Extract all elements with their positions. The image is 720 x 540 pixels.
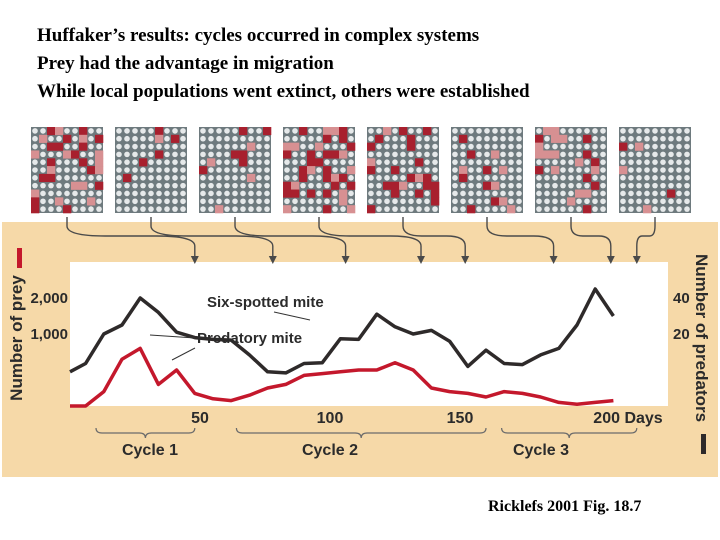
cycle-bracket (235, 427, 487, 439)
headline-line-2: Prey had the advantage in migration (37, 53, 334, 74)
cycle-brackets (95, 427, 638, 439)
snapshot-tile (199, 127, 272, 214)
connector-arrow (150, 217, 277, 264)
label-six-spotted-mite-text: Six-spotted mite (207, 294, 324, 311)
label-predatory-mite: Predatory mite (197, 330, 302, 347)
y-left-tick-labels: 1,000 2,000 (30, 290, 68, 343)
population-snapshots (31, 127, 691, 214)
headline-line-3: While local populations went extinct, ot… (37, 81, 530, 102)
series-line-six-spotted-mite (69, 287, 615, 375)
cycle-bracket (95, 427, 196, 439)
label-predatory-mite-text: Predatory mite (197, 330, 302, 347)
y-right-tick-label: 20 (673, 326, 690, 343)
y-left-tick-label: 2,000 (30, 290, 68, 307)
series-line-predatory-mite (70, 346, 614, 408)
snapshot-connectors (66, 217, 656, 264)
y-left-axis-title: Number of prey (7, 275, 26, 401)
slide-headline: Huffaker’s results: cycles occurred in c… (37, 22, 530, 106)
connector-arrow (486, 217, 558, 264)
cycle-3-label: Cycle 3 (513, 442, 569, 459)
snapshot-tile (283, 127, 356, 214)
snapshot-tile (535, 127, 607, 214)
snapshot-tile (367, 127, 440, 214)
snapshot-tile (31, 127, 104, 214)
x-tick-label: 100 (317, 410, 344, 427)
connector-arrow (570, 217, 615, 264)
y-left-tick-label: 1,000 (30, 326, 68, 343)
x-tick-label: 50 (191, 410, 209, 427)
cycle-2-label: Cycle 2 (302, 442, 358, 459)
connector-arrow (318, 217, 425, 264)
cycle-bracket (501, 427, 638, 439)
headline-line-1: Huffaker’s results: cycles occurred in c… (37, 25, 480, 46)
label-predatory-mite-leader (149, 334, 196, 339)
cycle-1-label: Cycle 1 (122, 442, 178, 459)
y-left-legend-swatch (17, 248, 22, 268)
snapshot-tile (115, 127, 187, 213)
connector-arrow (234, 217, 350, 264)
citation: Ricklefs 2001 Fig. 18.7 (488, 498, 642, 515)
snapshot-tile (451, 127, 523, 214)
x-tick-labels: 50 100 150 200 Days (191, 410, 663, 427)
y-right-legend-swatch (701, 434, 706, 454)
y-right-axis-title: Number of predators (692, 254, 711, 422)
label-prey-leader (171, 347, 196, 361)
label-six-spotted-mite-leader (273, 311, 311, 321)
y-right-tick-label: 40 (673, 290, 690, 307)
x-tick-label: 150 (447, 410, 474, 427)
x-tick-label: 200 Days (593, 410, 662, 427)
connector-arrow (66, 217, 199, 264)
connector-arrow (632, 217, 656, 264)
label-six-spotted-mite: Six-spotted mite (207, 294, 324, 311)
snapshot-tile (619, 127, 691, 214)
connector-arrow (402, 217, 470, 264)
